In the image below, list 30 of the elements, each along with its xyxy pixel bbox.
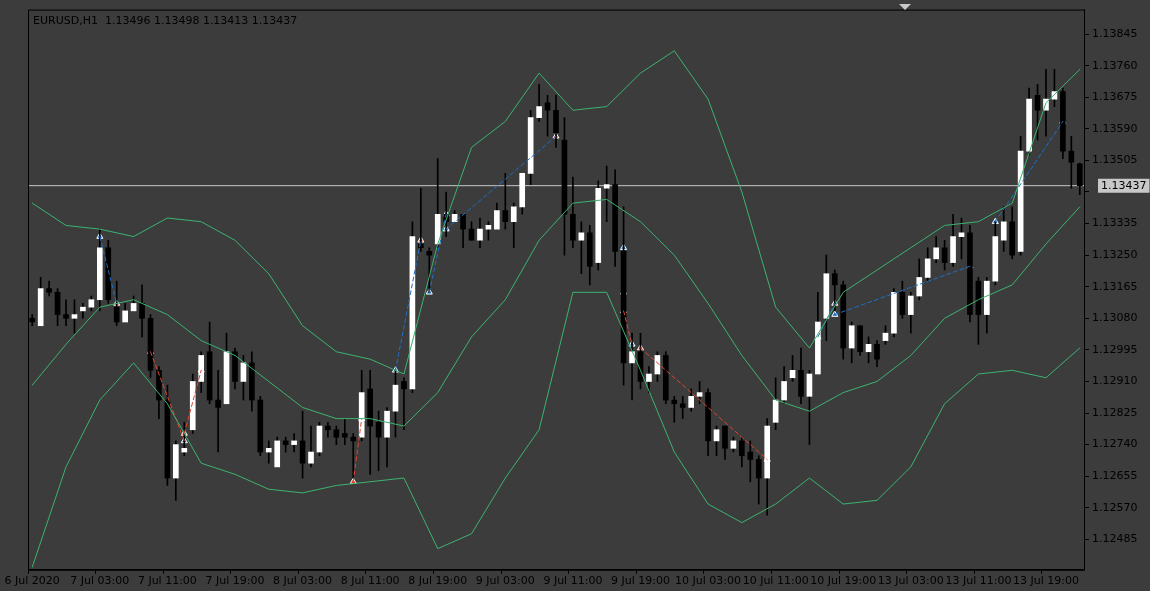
- y-tick-label: 1.13845: [1092, 26, 1138, 40]
- y-tick-label: 1.12655: [1092, 469, 1138, 483]
- y-tick-label: 1.13165: [1092, 279, 1138, 293]
- x-tick-label: 8 Jul 19:00: [408, 574, 468, 588]
- y-tick-label: 1.12995: [1092, 342, 1138, 356]
- y-tick-label: 1.13250: [1092, 248, 1138, 262]
- x-tick-label: 7 Jul 19:00: [205, 574, 265, 588]
- chart-title: EURUSD,H1 1.13496 1.13498 1.13413 1.13437: [33, 13, 298, 27]
- y-tick-label: 1.13505: [1092, 153, 1138, 167]
- x-tick-label: 8 Jul 03:00: [273, 574, 333, 588]
- y-tick-label: 1.12485: [1092, 532, 1138, 546]
- x-tick-label: 7 Jul 11:00: [137, 574, 197, 588]
- x-tick-label: 7 Jul 03:00: [70, 574, 130, 588]
- x-tick-label: 10 Jul 19:00: [810, 574, 877, 588]
- x-tick-label: 6 Jul 2020: [4, 574, 60, 588]
- x-tick-label: 10 Jul 03:00: [675, 574, 742, 588]
- ref-line-label: 1.13437: [1101, 178, 1147, 192]
- y-tick-label: 1.13080: [1092, 311, 1138, 325]
- x-tick-label: 9 Jul 19:00: [611, 574, 670, 588]
- y-tick-label: 1.12825: [1092, 405, 1138, 419]
- y-tick-label: 1.13675: [1092, 90, 1138, 104]
- y-tick-label: 1.12910: [1092, 374, 1138, 388]
- x-tick-label: 13 Jul 19:00: [1013, 574, 1079, 588]
- y-tick-label: 1.12570: [1092, 500, 1138, 514]
- y-tick-label: 1.13760: [1092, 58, 1138, 72]
- y-tick-label: 1.13335: [1092, 216, 1138, 230]
- y-tick-label: 1.12740: [1092, 437, 1138, 451]
- x-tick-label: 13 Jul 11:00: [945, 574, 1012, 588]
- x-tick-label: 9 Jul 11:00: [543, 574, 603, 588]
- y-tick-label: 1.13590: [1092, 121, 1138, 135]
